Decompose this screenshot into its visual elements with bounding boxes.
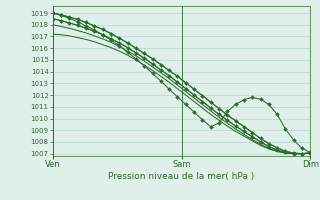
X-axis label: Pression niveau de la mer( hPa ): Pression niveau de la mer( hPa ) bbox=[108, 172, 255, 181]
